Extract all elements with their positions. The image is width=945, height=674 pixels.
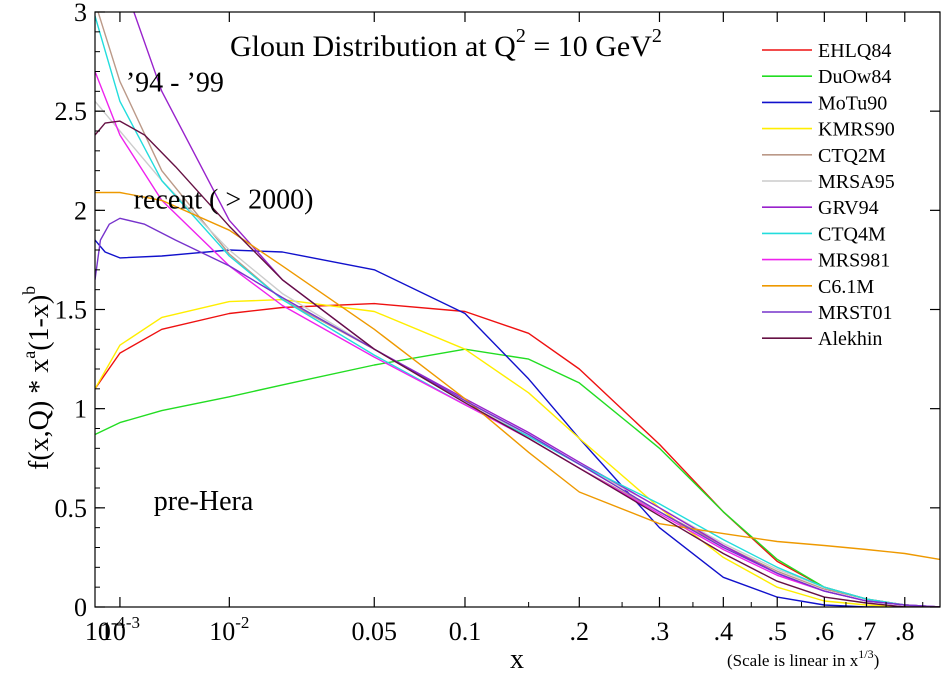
x-tick-label: .2 [570, 617, 590, 646]
y-tick-label: 2.5 [55, 97, 88, 126]
x-tick-label: 0.1 [449, 617, 482, 646]
plot-frame [94, 11, 941, 608]
y-axis-label-part1: * x [24, 359, 55, 401]
series-lines [95, 12, 940, 607]
y-tick-label: 3 [74, 0, 87, 27]
series-line-duow84 [95, 348, 940, 607]
series-line-kmrs90 [95, 298, 940, 607]
y-axis-label-sup-b: b [19, 286, 39, 295]
x-tick-label: 10-3 [100, 613, 140, 646]
series-line-mrs981 [95, 71, 940, 607]
annotation: pre-Hera [154, 486, 254, 517]
chart-title-text: Gloun Distribution at Q [230, 30, 516, 63]
legend-label-c6-1m: C6.1M [818, 276, 874, 298]
legend: EHLQ84 DuOw84 MoTu90 KMRS90 CTQ2M MRSA95 GRV94… [762, 40, 895, 350]
chart-title-sup-1: 2 [516, 25, 526, 47]
chart-title-mid: = 10 GeV [526, 30, 652, 63]
legend-label-mrs981: MRS981 [818, 250, 890, 272]
legend-label-duow84: DuOw84 [818, 66, 891, 88]
series-line-ehlq84 [95, 302, 940, 607]
y-axis-label-sup-a: a [19, 351, 39, 359]
x-tick-label: 10-2 [209, 613, 249, 646]
x-axis-note-text: (Scale is linear in x [727, 651, 859, 670]
y-tick-label: 1 [74, 395, 87, 424]
y-axis-label-part2: (1-x) [24, 295, 55, 351]
x-tick-label: .8 [895, 617, 915, 646]
legend-label-mrsa95: MRSA95 [818, 171, 895, 193]
series-line-mrst01 [95, 217, 940, 607]
legend-label-grv94: GRV94 [818, 197, 879, 219]
series-line-alekhin [95, 120, 940, 607]
x-tick-label: .5 [767, 617, 787, 646]
legend-label-motu90: MoTu90 [818, 92, 887, 114]
legend-label-mrst01: MRST01 [818, 302, 892, 324]
series-line-ctq4m [95, 15, 940, 607]
annotation: recent ( > 2000) [134, 184, 314, 215]
y-axis-label-main: f(x,Q) [24, 401, 55, 470]
legend-label-ctq4m: CTQ4M [818, 223, 886, 245]
legend-label-alekhin: Alekhin [818, 328, 882, 350]
x-tick-label: .7 [857, 617, 877, 646]
y-tick-label: 0.5 [55, 494, 88, 523]
x-axis-label: x [510, 644, 524, 674]
series-line-c6-1m [95, 191, 940, 561]
x-tick-label: .3 [650, 617, 670, 646]
y-tick-label: 2 [74, 196, 87, 225]
legend-label-kmrs90: KMRS90 [818, 119, 895, 141]
chart-title-sup-2: 2 [652, 25, 662, 47]
series-line-mrsa95 [95, 100, 940, 607]
x-axis-scale-note: (Scale is linear in x1/3) [727, 647, 879, 670]
annotation: ’94 - ’99 [126, 67, 224, 98]
x-axis-note-end: ) [874, 651, 880, 670]
y-tick-label: 0 [74, 593, 87, 622]
y-axis-label: f(x,Q) * xa(1-x)b [19, 286, 55, 470]
legend-label-ehlq84: EHLQ84 [818, 40, 891, 62]
y-tick-label: 1.5 [55, 296, 88, 325]
legend-label-ctq2m: CTQ2M [818, 145, 886, 167]
series-line-motu90 [95, 239, 940, 607]
x-tick-label: .6 [815, 617, 835, 646]
x-tick-label: 0.05 [352, 617, 398, 646]
chart-title: Gloun Distribution at Q2 = 10 GeV2 [230, 25, 662, 63]
x-tick-label: .4 [714, 617, 734, 646]
x-axis-note-sup: 1/3 [858, 647, 873, 661]
